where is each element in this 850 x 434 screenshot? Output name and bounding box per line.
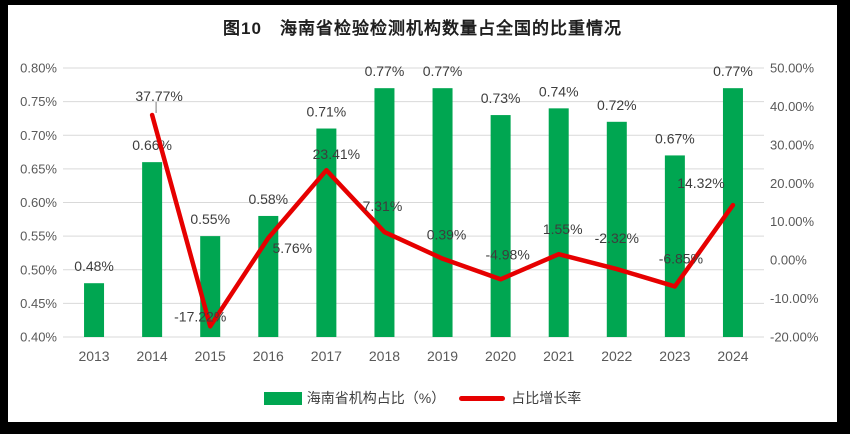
bar-data-label: 0.77% [365,63,405,79]
x-axis-label: 2014 [137,348,168,364]
bar-data-label: 0.77% [423,63,463,79]
right-axis-tick-label: 50.00% [770,61,815,76]
right-axis-tick-label: 20.00% [770,176,815,191]
line-data-label: 0.39% [427,227,467,243]
x-axis-label: 2024 [717,348,748,364]
line-data-label: -4.98% [485,246,529,262]
legend-line-swatch-icon [459,395,506,401]
left-axis-tick-label: 0.50% [20,262,57,277]
line-data-label: 1.55% [543,221,583,237]
bar-data-label: 0.48% [74,258,114,274]
x-axis-label: 2022 [601,348,632,364]
line-data-label: -17.22% [174,308,226,324]
left-axis-tick-label: 0.55% [20,229,57,244]
bar-2014 [142,162,163,337]
legend-line-label: 占比增长率 [511,390,582,406]
growth-rate-line [149,112,736,329]
bar-data-label: 0.74% [539,83,579,99]
right-axis-tick-label: -10.00% [770,291,819,306]
right-axis-tick-label: 0.00% [770,253,807,268]
x-axis-label: 2018 [369,348,400,364]
right-axis-tick-label: 40.00% [770,99,815,114]
x-axis-label: 2019 [427,348,458,364]
x-axis-label: 2023 [659,348,690,364]
left-axis-tick-label: 0.65% [20,161,57,176]
bar-data-label: 0.66% [132,137,172,153]
left-axis-tick-label: 0.60% [20,195,57,210]
line-data-label: -2.32% [595,230,639,246]
bar-data-label: 0.77% [713,63,753,79]
line-data-label: 5.76% [272,240,312,256]
left-axis-tick-label: 0.80% [20,61,57,76]
x-axis-label: 2020 [485,348,516,364]
bar-2017 [316,128,337,337]
bar-2024 [722,88,743,337]
legend-bar-swatch-icon [263,391,302,405]
line-data-label: 37.77% [135,88,182,104]
x-axis-label: 2021 [543,348,574,364]
left-axis-tick-label: 0.45% [20,296,57,311]
bar-2013 [84,283,105,337]
x-axis-label: 2013 [78,348,109,364]
bar-2019 [432,88,453,337]
bar-2022 [606,121,627,337]
bar-2020 [490,115,511,337]
bar-data-label: 0.58% [248,191,288,207]
line-data-label: -6.85% [659,250,703,266]
legend: 海南省机构占比（%） 占比增长率 [8,389,837,407]
right-axis-tick-label: 10.00% [770,214,815,229]
left-axis-tick-label: 0.40% [20,330,57,345]
bar-data-label: 0.55% [190,211,230,227]
x-axis-label: 2016 [253,348,284,364]
x-axis-label: 2017 [311,348,342,364]
line-data-label: 7.31% [363,198,403,214]
bar-data-label: 0.71% [307,104,347,120]
bar-2023 [664,155,685,337]
bar-data-label: 0.67% [655,130,695,146]
chart-title: 图10 海南省检验检测机构数量占全国的比重情况 [223,19,622,38]
right-axis-tick-label: 30.00% [770,137,815,152]
bar-2016 [258,215,279,337]
bar-2018 [374,88,395,337]
right-axis-tick-label: -20.00% [770,330,819,345]
legend-bar-label: 海南省机构占比（%） [306,390,446,406]
left-axis-tick-label: 0.70% [20,128,57,143]
bar-data-label: 0.73% [481,90,521,106]
x-axis-label: 2015 [195,348,226,364]
left-axis-tick-label: 0.75% [20,94,57,109]
line-data-label: 23.41% [313,146,360,162]
line-data-label: 14.32% [677,175,724,191]
bar-data-label: 0.72% [597,97,637,113]
bar-2021 [548,108,569,337]
